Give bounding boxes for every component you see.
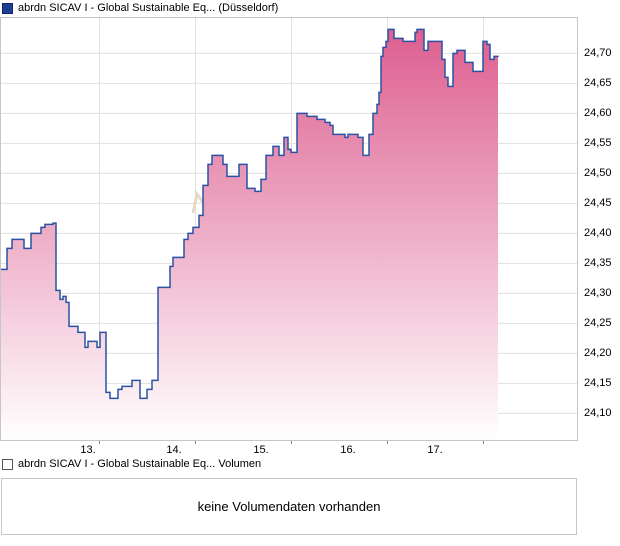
volume-legend: abrdn SICAV I - Global Sustainable Eq...…: [2, 458, 261, 470]
y-axis-label: 24,50: [584, 167, 612, 180]
volume-legend-label: abrdn SICAV I - Global Sustainable Eq...…: [18, 458, 262, 470]
y-axis-label: 24,65: [584, 77, 612, 90]
x-axis-label: 17.: [427, 444, 443, 456]
y-axis-label: 24,35: [584, 257, 612, 270]
volume-panel: keine Volumendaten vorhanden: [1, 478, 577, 535]
y-axis-label: 24,40: [584, 227, 612, 240]
price-legend-label: abrdn SICAV I - Global Sustainable Eq...…: [18, 2, 279, 14]
y-axis-label: 24,55: [584, 137, 612, 150]
y-axis-label: 24,30: [584, 287, 612, 300]
x-axis-label: 13.: [80, 444, 96, 456]
x-axis-label: 15.: [253, 444, 269, 456]
y-axis-label: 24,15: [584, 377, 612, 390]
y-axis-label: 24,10: [584, 407, 612, 420]
volume-empty-message: keine Volumendaten vorhanden: [197, 499, 381, 514]
y-axis-label: 24,20: [584, 347, 612, 360]
y-axis-label: 24,70: [584, 47, 612, 60]
y-axis-label: 24,60: [584, 107, 612, 120]
x-axis-label: 14.: [166, 444, 182, 456]
y-axis-label: 24,45: [584, 197, 612, 210]
x-axis-label: 16.: [340, 444, 356, 456]
price-series-swatch-icon: [2, 2, 13, 14]
y-axis-label: 24,25: [584, 317, 612, 330]
price-chart[interactable]: [0, 0, 620, 460]
price-legend: abrdn SICAV I - Global Sustainable Eq...…: [2, 2, 278, 14]
volume-series-swatch-icon: [2, 458, 13, 470]
